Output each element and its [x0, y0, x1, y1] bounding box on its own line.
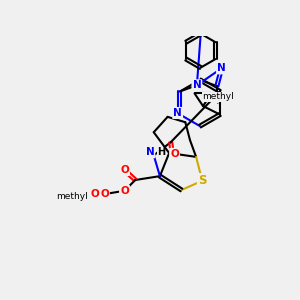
Text: methyl: methyl	[202, 92, 233, 101]
Text: O: O	[170, 149, 179, 159]
Text: O: O	[120, 165, 129, 175]
Text: S: S	[198, 174, 206, 187]
Text: N: N	[173, 108, 182, 118]
Text: N: N	[146, 147, 154, 157]
Text: O: O	[100, 189, 109, 199]
Text: N: N	[193, 80, 201, 90]
Text: O: O	[120, 186, 129, 196]
Text: methyl: methyl	[95, 195, 100, 196]
Text: methyl: methyl	[57, 192, 88, 201]
Text: O: O	[91, 189, 100, 199]
Text: N: N	[217, 63, 226, 73]
Text: methyl: methyl	[217, 103, 222, 104]
Text: H: H	[157, 147, 165, 157]
